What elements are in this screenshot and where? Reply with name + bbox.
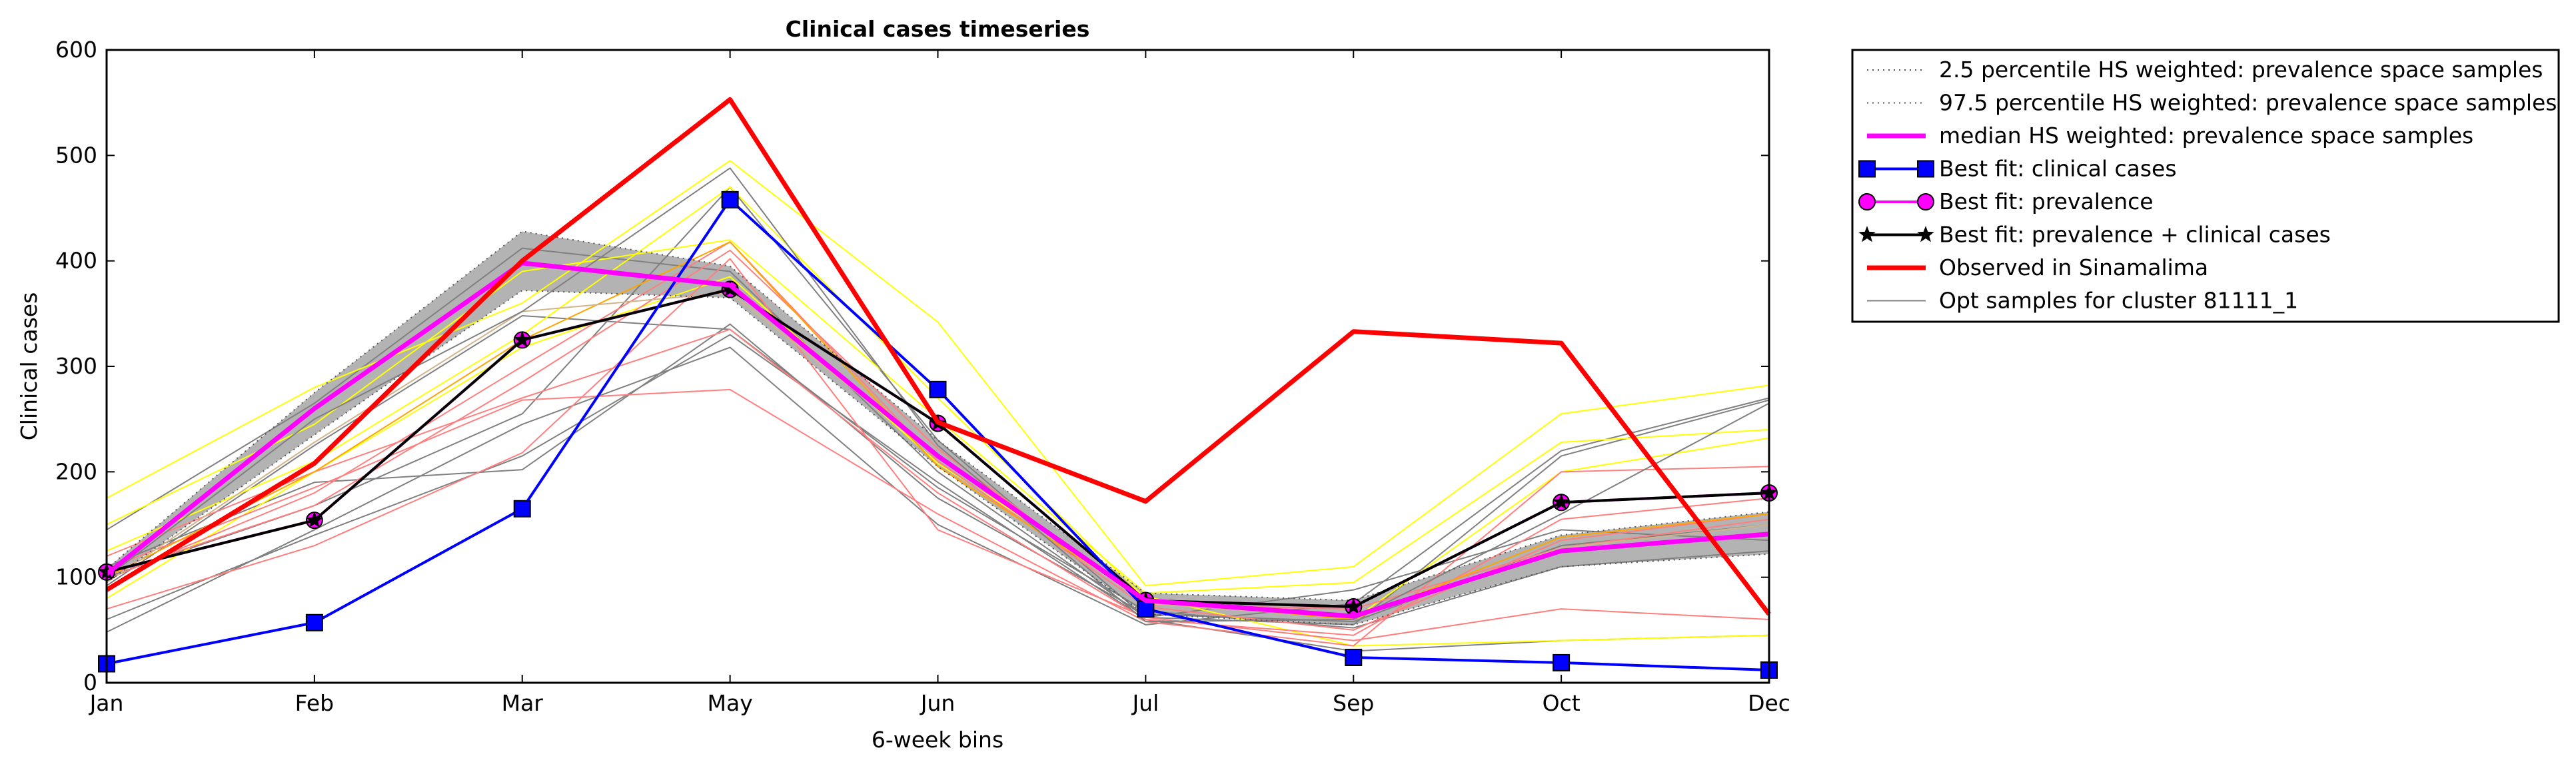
legend-marker-b-3 xyxy=(1917,160,1934,178)
x-tick-label-6: Sep xyxy=(1333,690,1374,716)
series-5-point-6 xyxy=(1345,597,1363,614)
x-tick-label-8: Dec xyxy=(1748,690,1790,716)
legend-marker-a-5 xyxy=(1858,226,1876,242)
series-3-point-6 xyxy=(1345,649,1363,666)
legend-label-4: Best fit: prevalence xyxy=(1939,189,2154,214)
x-tick-label-2: Mar xyxy=(502,690,544,716)
sample-line-12 xyxy=(106,240,1770,631)
x-tick-label-7: Oct xyxy=(1543,690,1581,716)
legend-marker-a-4 xyxy=(1858,193,1876,210)
plot-area xyxy=(98,97,1778,679)
chart-title: Clinical cases timeseries xyxy=(786,16,1090,42)
series-line-2 xyxy=(105,260,1770,619)
x-axis-label: 6-week bins xyxy=(872,727,1003,753)
legend-label-2: median HS weighted: prevalence space sam… xyxy=(1939,123,2473,149)
sample-line-3 xyxy=(106,314,1770,629)
x-tick-label-4: Jun xyxy=(920,690,956,716)
series-3-point-3 xyxy=(721,191,739,208)
y-tick-label-4: 400 xyxy=(55,248,97,274)
series-line-3 xyxy=(106,198,1770,671)
x-axis: Jan Feb Mar May Jun Jul Sep Oct Dec xyxy=(89,50,1790,716)
legend-label-0: 2.5 percentile HS weighted: prevalence s… xyxy=(1939,57,2543,83)
series-3-point-1 xyxy=(305,613,323,631)
legend-label-7: Opt samples for cluster 81111_1 xyxy=(1939,288,2298,314)
sample-line-1 xyxy=(106,346,1770,633)
y-tick-label-0: 0 xyxy=(83,669,97,695)
sample-line-15 xyxy=(106,240,1770,621)
series-5-point-7 xyxy=(1553,493,1570,510)
sample-line-5 xyxy=(106,334,1770,652)
y-axis-label: Clinical cases xyxy=(16,292,42,441)
series-3-point-2 xyxy=(513,500,531,518)
y-tick-label-3: 300 xyxy=(55,353,97,379)
series-line-6 xyxy=(105,97,1771,616)
series-line-7 xyxy=(106,167,1770,623)
series-3-point-5 xyxy=(1137,600,1155,618)
sample-line-13 xyxy=(106,328,1770,636)
legend-label-3: Best fit: clinical cases xyxy=(1939,156,2177,182)
sample-line-0 xyxy=(106,247,1770,625)
x-tick-label-1: Feb xyxy=(295,690,334,716)
series-3-point-4 xyxy=(929,380,947,398)
y-tick-label-2: 200 xyxy=(55,458,97,484)
legend-box xyxy=(1851,49,2560,323)
legend: 2.5 percentile HS weighted: prevalence s… xyxy=(1851,49,2560,323)
x-tick-label-5: Jul xyxy=(1131,690,1159,716)
legend-label-1: 97.5 percentile HS weighted: prevalence … xyxy=(1939,90,2557,116)
sample-line-9 xyxy=(106,276,1770,647)
series-3-point-7 xyxy=(1553,653,1571,671)
series-5-point-2 xyxy=(513,330,531,348)
sample-line-10 xyxy=(106,258,1770,641)
y-tick-label-5: 500 xyxy=(55,142,97,168)
sample-line-14 xyxy=(106,249,1770,610)
y-tick-label-1: 100 xyxy=(55,564,97,590)
x-tick-label-3: May xyxy=(708,690,753,716)
legend-marker-b-4 xyxy=(1917,193,1934,210)
x-tick-label-0: Jan xyxy=(89,690,124,716)
legend-label-6: Observed in Sinamalima xyxy=(1939,254,2208,280)
legend-label-5: Best fit: prevalence + clinical cases xyxy=(1939,222,2331,248)
legend-marker-b-5 xyxy=(1917,226,1934,242)
y-axis: 0 100 200 300 400 500 600 xyxy=(55,37,1769,695)
y-tick-label-6: 600 xyxy=(55,37,97,63)
series-5-point-1 xyxy=(306,511,323,528)
legend-marker-a-3 xyxy=(1858,160,1876,178)
